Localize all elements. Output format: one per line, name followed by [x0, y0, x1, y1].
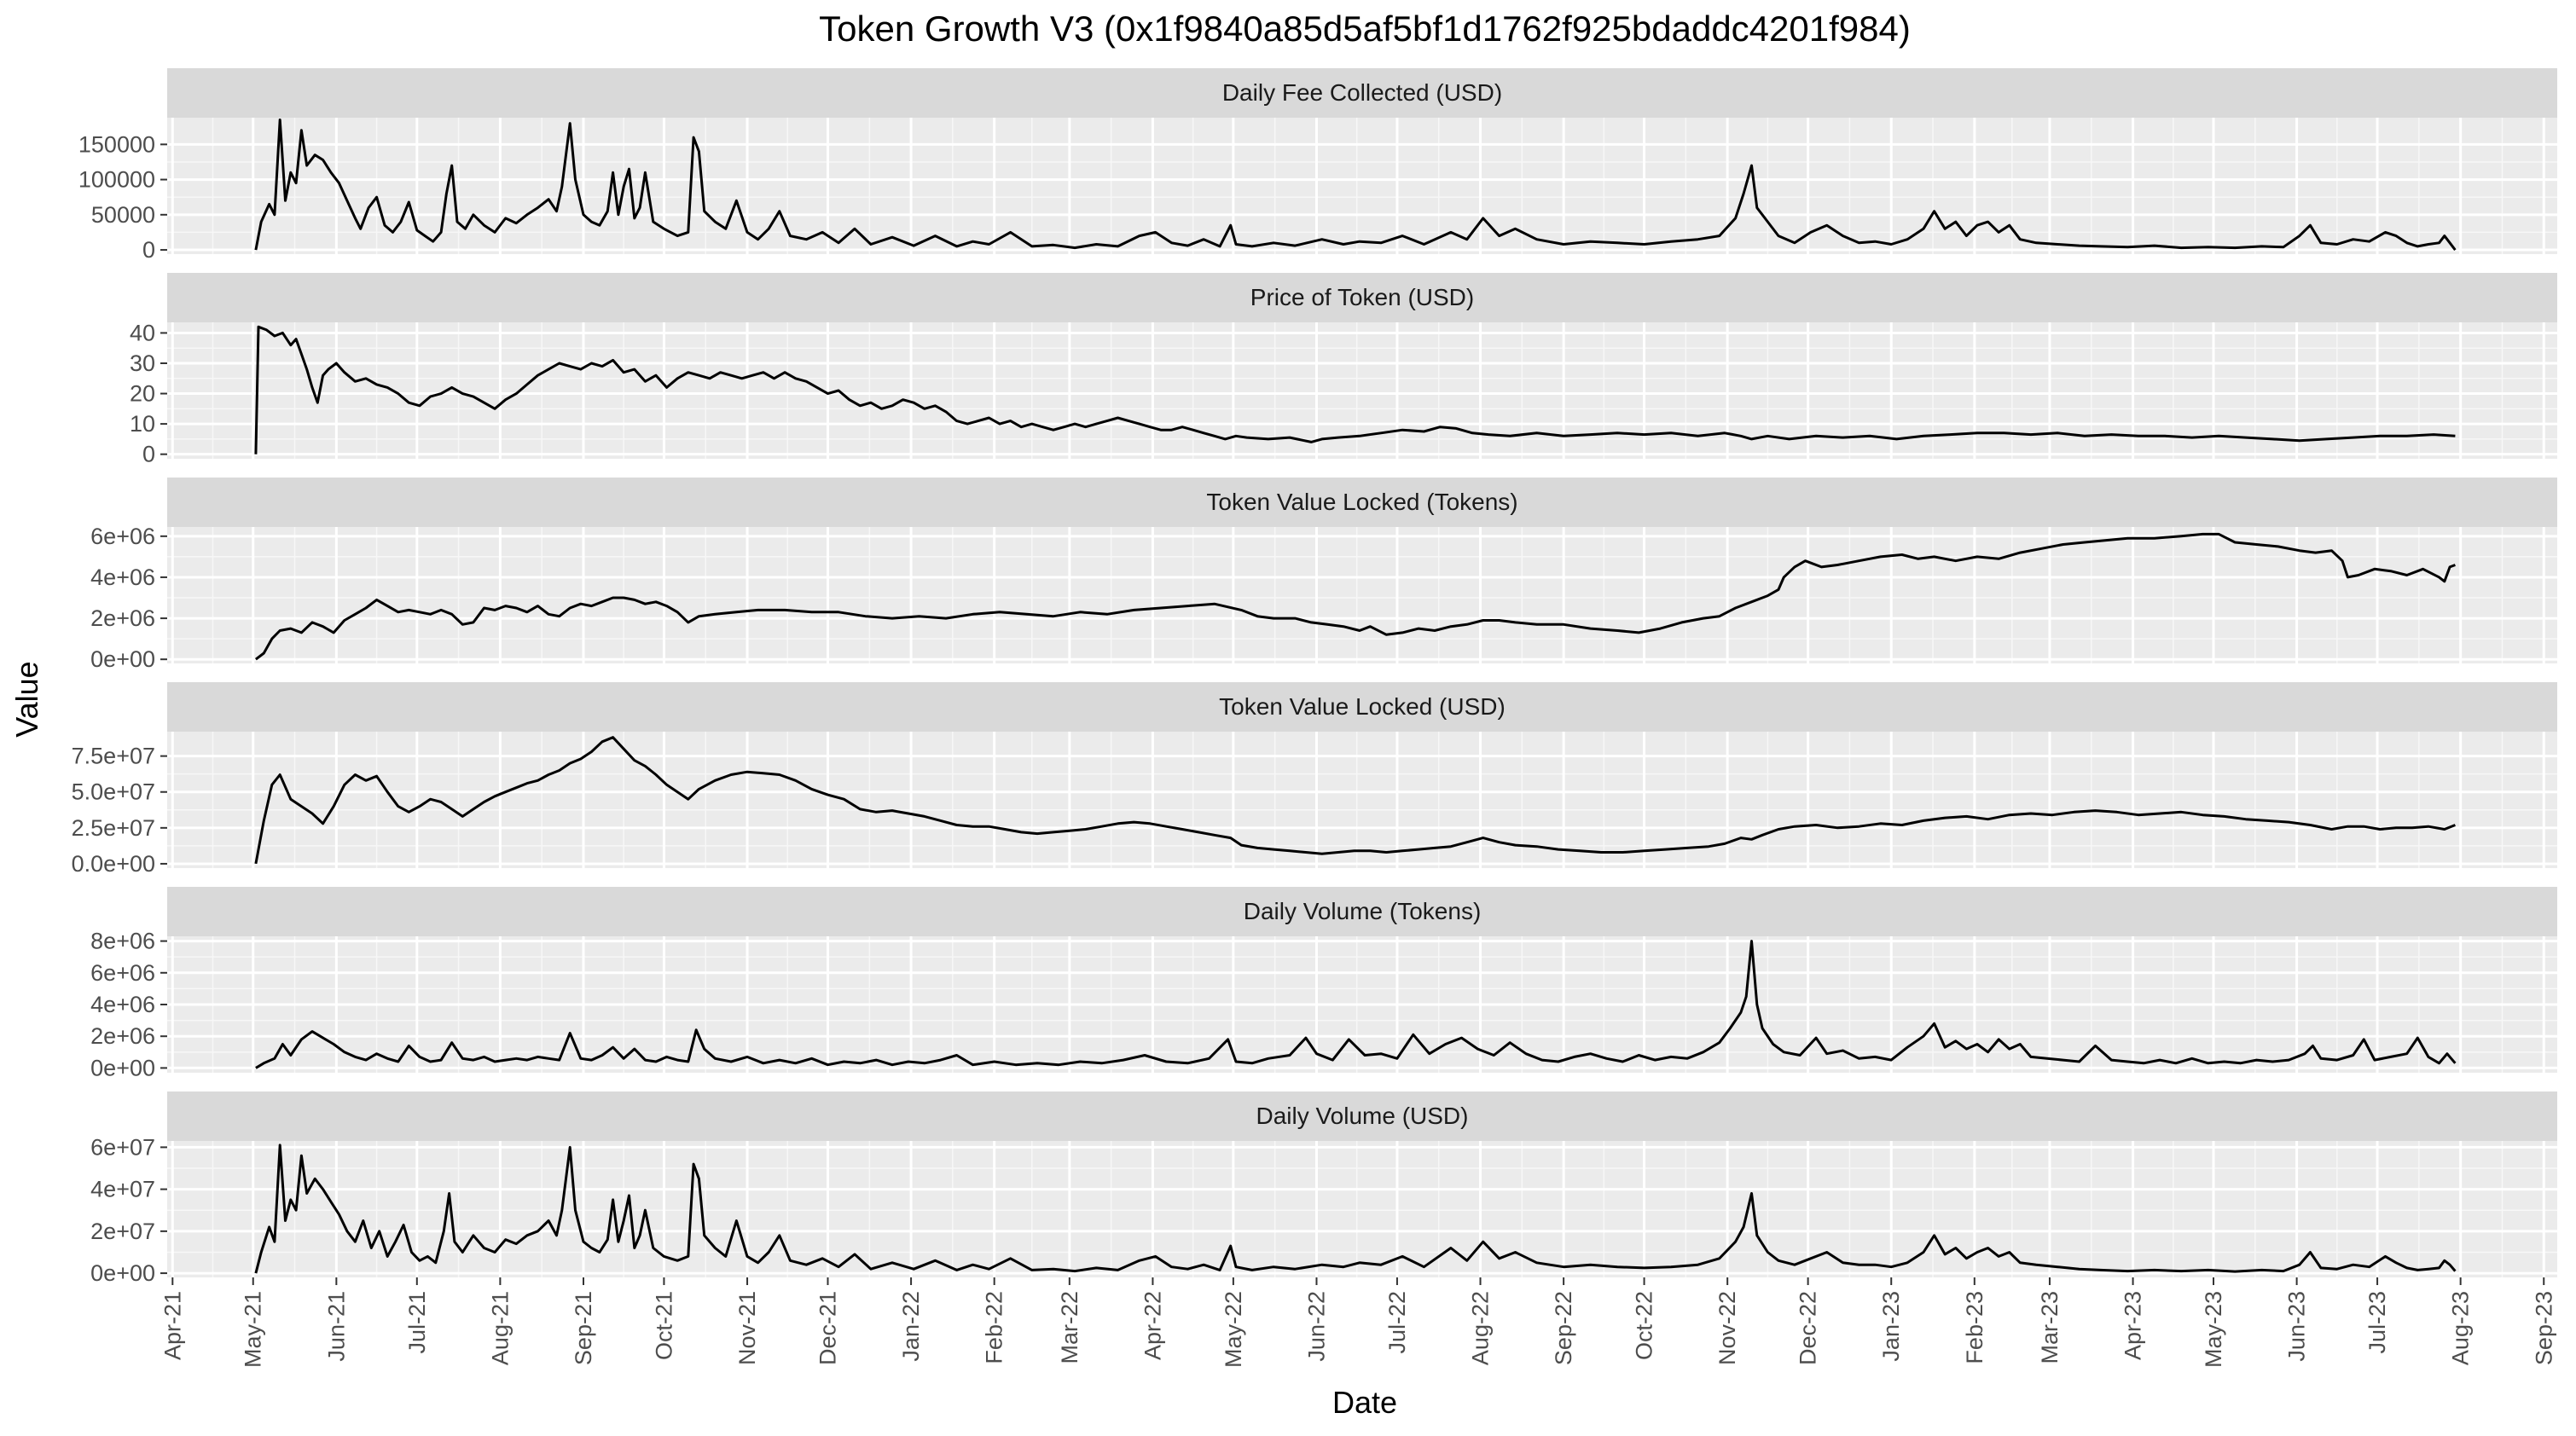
x-tick-label: Jan-23 — [1878, 1291, 1904, 1362]
data-series-line — [254, 325, 2456, 455]
facet-strip — [167, 478, 2557, 527]
facet-strip — [167, 273, 2557, 322]
facet-panel: Price of Token (USD) 0 10 20 30 40 — [130, 273, 2557, 467]
facet-panel: Token Value Locked (USD) 0.0e+00 2.5e+07 5.… — [72, 682, 2557, 877]
facet-strip — [167, 887, 2557, 936]
y-tick-label: 10 — [130, 411, 155, 437]
plot-panel-background — [167, 527, 2557, 663]
x-tick-label: May-22 — [1221, 1291, 1246, 1368]
facet-strip — [167, 1091, 2557, 1141]
plot-panel-background — [167, 118, 2557, 254]
y-tick-label: 150000 — [78, 131, 155, 157]
facet-panel: Daily Volume (Tokens) 0e+00 2e+06 4e+06 6e+0… — [90, 887, 2557, 1080]
y-tick-label: 40 — [130, 320, 155, 345]
y-tick-label: 20 — [130, 381, 155, 407]
facet-strip-label: Token Value Locked (USD) — [1219, 693, 1506, 720]
facet-strip-label: Daily Volume (USD) — [1256, 1103, 1469, 1129]
y-tick-label: 2e+06 — [90, 605, 155, 631]
y-tick-label: 0e+00 — [90, 646, 155, 672]
x-tick-label: Jun-22 — [1304, 1291, 1330, 1362]
y-tick-label: 7.5e+07 — [72, 744, 155, 769]
plot-panel-background — [167, 1141, 2557, 1277]
x-tick-label: Dec-22 — [1796, 1291, 1821, 1365]
y-tick-label: 8e+06 — [90, 929, 155, 954]
x-tick-label: Jun-23 — [2284, 1291, 2310, 1362]
y-tick-label: 5.0e+07 — [72, 779, 155, 805]
facet-panel: Token Value Locked (Tokens) 0e+00 2e+06 4e+… — [90, 478, 2557, 672]
x-tick-label: Aug-21 — [487, 1291, 513, 1365]
x-tick-label: Oct-22 — [1632, 1291, 1657, 1360]
y-tick-label: 100000 — [78, 167, 155, 193]
facet-panel: Daily Volume (USD) 0e+00 2e+07 4e+07 6e+07 — [90, 1091, 2557, 1286]
x-tick-label: Aug-22 — [1468, 1291, 1494, 1365]
x-tick-label: Sep-21 — [571, 1291, 596, 1365]
y-tick-label: 4e+06 — [90, 992, 155, 1017]
data-series-line — [254, 1144, 2457, 1274]
y-tick-label: 50000 — [91, 202, 155, 228]
y-tick-label: 0e+00 — [90, 1260, 155, 1286]
facet-strip-label: Token Value Locked (Tokens) — [1206, 489, 1517, 515]
x-tick-label: Jul-22 — [1384, 1291, 1410, 1354]
facet-strip-label: Daily Volume (Tokens) — [1244, 898, 1482, 924]
y-tick-label: 6e+06 — [90, 524, 155, 549]
x-tick-label: Apr-23 — [2121, 1291, 2146, 1360]
x-tick-label: Jul-23 — [2364, 1291, 2390, 1354]
x-tick-label: Apr-22 — [1140, 1291, 1165, 1360]
y-tick-label: 2.5e+07 — [72, 815, 155, 841]
x-axis-label: Date — [1332, 1385, 1397, 1420]
x-tick-label: Feb-22 — [982, 1291, 1007, 1364]
y-axis-label: Value — [9, 661, 44, 737]
y-tick-label: 0 — [142, 237, 155, 263]
y-tick-label: 0 — [142, 442, 155, 467]
x-tick-label: Feb-23 — [1962, 1291, 1987, 1364]
x-tick-label: May-21 — [241, 1291, 266, 1368]
x-tick-label: Nov-21 — [734, 1291, 760, 1365]
chart-title: Token Growth V3 (0x1f9840a85d5af5bf1d176… — [819, 9, 1911, 49]
facet-strip — [167, 682, 2557, 732]
y-tick-label: 6e+06 — [90, 960, 155, 986]
x-tick-label: Mar-22 — [1057, 1291, 1082, 1364]
y-tick-label: 6e+07 — [90, 1134, 155, 1160]
x-tick-label: Jul-21 — [404, 1291, 430, 1354]
data-series-line — [254, 532, 2456, 661]
y-tick-label: 4e+07 — [90, 1177, 155, 1202]
facet-strip-label: Daily Fee Collected (USD) — [1222, 79, 1502, 106]
y-tick-label: 30 — [130, 350, 155, 376]
y-tick-label: 2e+07 — [90, 1219, 155, 1244]
x-tick-label: May-23 — [2201, 1291, 2226, 1368]
y-tick-label: 0e+00 — [90, 1055, 155, 1080]
x-tick-label: Apr-21 — [160, 1291, 185, 1360]
facet-panels: Daily Fee Collected (USD) 0 50000 100000 150… — [72, 68, 2557, 1286]
x-tick-label: Nov-22 — [1714, 1291, 1740, 1365]
x-tick-label: Aug-23 — [2448, 1291, 2474, 1365]
x-axis: Apr-21 May-21 Jun-21 Jul-21 Aug-21 Sep-21 Oct-… — [160, 1277, 2556, 1368]
facet-panel: Daily Fee Collected (USD) 0 50000 100000 150… — [78, 68, 2557, 263]
x-tick-label: Jan-22 — [898, 1291, 924, 1362]
y-tick-label: 2e+06 — [90, 1023, 155, 1049]
y-tick-label: 4e+06 — [90, 565, 155, 590]
x-tick-label: Dec-21 — [815, 1291, 841, 1365]
y-tick-label: 0.0e+00 — [72, 851, 155, 877]
x-tick-label: Jun-21 — [323, 1291, 349, 1362]
facet-strip — [167, 68, 2557, 118]
x-tick-label: Sep-23 — [2531, 1291, 2556, 1365]
data-series-line — [254, 736, 2456, 865]
x-tick-label: Oct-21 — [651, 1291, 676, 1360]
x-tick-label: Mar-23 — [2037, 1291, 2063, 1364]
data-series-line — [255, 940, 2457, 1069]
x-tick-label: Sep-22 — [1551, 1291, 1576, 1365]
data-series-line — [254, 119, 2457, 252]
facet-strip-label: Price of Token (USD) — [1250, 284, 1474, 310]
plot-panel-background — [167, 732, 2557, 868]
